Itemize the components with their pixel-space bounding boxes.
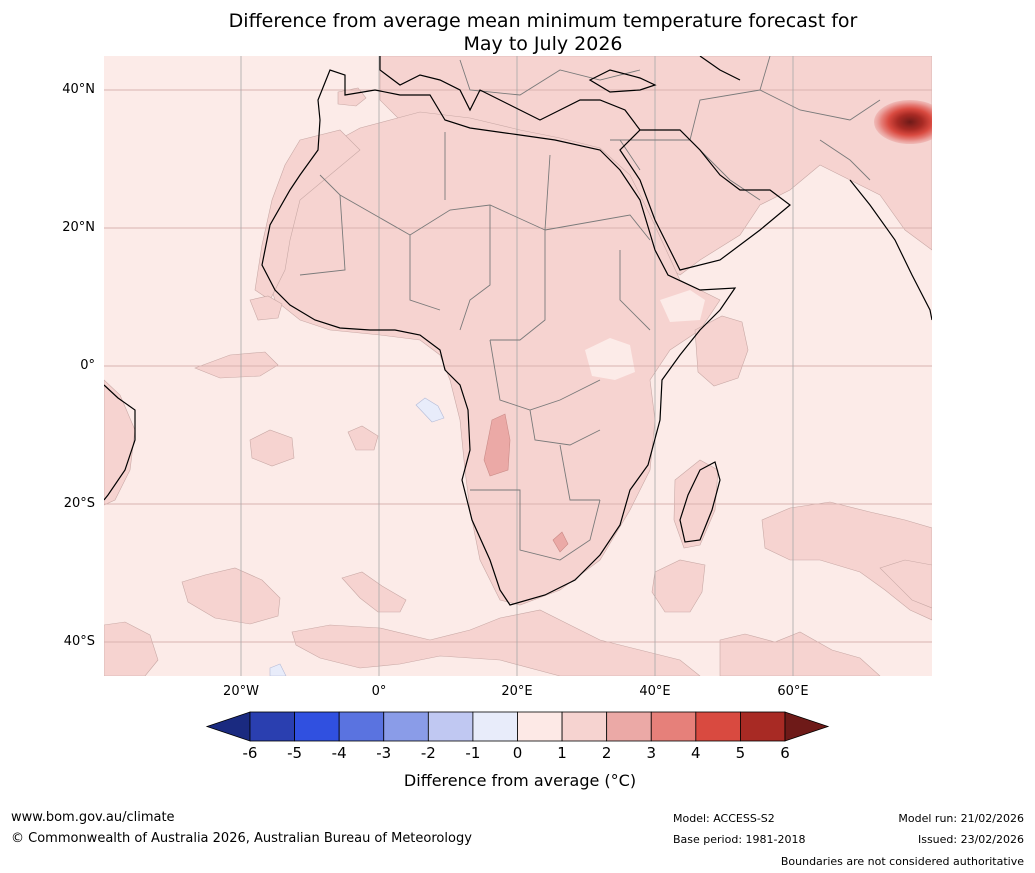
colorbar-segment (427, 711, 474, 742)
colorbar-segment (294, 711, 340, 742)
colorbar-segment (695, 711, 741, 742)
lon-label-20e: 20°E (501, 684, 533, 699)
colorbar-segment (650, 711, 697, 742)
footer-model: Model: ACCESS-S2 (673, 812, 775, 825)
colorbar-segment (338, 711, 385, 742)
lon-label-40e: 40°E (639, 684, 671, 699)
footer-website: www.bom.gov.au/climate (11, 810, 175, 825)
lat-label-20n: 20°N (62, 220, 95, 235)
colorbar-tick-label: -6 (242, 744, 258, 762)
lat-label-40n: 40°N (62, 82, 95, 97)
colorbar-tick-label: 0 (512, 744, 523, 762)
colorbar-arrow-low (205, 711, 251, 742)
colorbar-segment (606, 711, 652, 742)
colorbar-tick-label: 3 (646, 744, 657, 762)
colorbar-segment (472, 711, 518, 742)
country-borders (299, 56, 881, 561)
anomaly-1-2-regions (104, 56, 932, 676)
colorbar-segment (383, 711, 429, 742)
anomaly-0-1-regions (585, 290, 705, 380)
meridians (240, 56, 794, 676)
title-line-1: Difference from average mean minimum tem… (228, 10, 858, 32)
colorbar-tick-label: 5 (735, 744, 746, 762)
colorbar-arrow-high (784, 711, 830, 742)
map-title: Difference from average mean minimum tem… (0, 10, 1035, 56)
title-line-2: May to July 2026 (463, 33, 623, 55)
colorbar-tick-label: -2 (420, 744, 436, 762)
lon-label-0: 0° (371, 684, 387, 699)
colorbar-segment (561, 711, 608, 742)
footer-issued: Issued: 23/02/2026 (917, 833, 1024, 846)
colorbar-tick-label: 1 (557, 744, 567, 762)
hotspot-tibet (874, 100, 932, 144)
colorbar-tick-label: -3 (376, 744, 392, 762)
footer-model-run: Model run: 21/02/2026 (898, 812, 1024, 825)
lat-label-0: 0° (80, 358, 95, 373)
colorbar-label: Difference from average (°C) (403, 771, 637, 790)
anomaly-2-3-regions (483, 413, 569, 553)
anomaly-cool-regions (269, 397, 445, 676)
lat-label-40s: 40°S (63, 634, 95, 649)
colorbar-tick-label: -1 (465, 744, 481, 762)
lat-label-20s: 20°S (63, 496, 95, 511)
colorbar-segment (517, 711, 563, 742)
colorbar-segment (740, 711, 786, 742)
footer-disclaimer: Boundaries are not considered authoritat… (780, 855, 1024, 868)
colorbar-tick-label: 6 (780, 744, 790, 762)
footer-copyright: © Commonwealth of Australia 2026, Austra… (11, 831, 472, 846)
coastlines (104, 56, 932, 606)
colorbar-tick-label: -5 (287, 744, 303, 762)
colorbar-segment (249, 711, 295, 742)
graticule (104, 89, 932, 643)
lon-label-20w: 20°W (223, 684, 259, 699)
colorbar-tick-label: -4 (331, 744, 347, 762)
colorbar-tick-label: 2 (601, 744, 612, 762)
colorbar-segments (205, 711, 830, 742)
colorbar-tick-label: 4 (691, 744, 701, 762)
footer-base-period: Base period: 1981-2018 (673, 833, 806, 846)
lon-label-60e: 60°E (777, 684, 809, 699)
